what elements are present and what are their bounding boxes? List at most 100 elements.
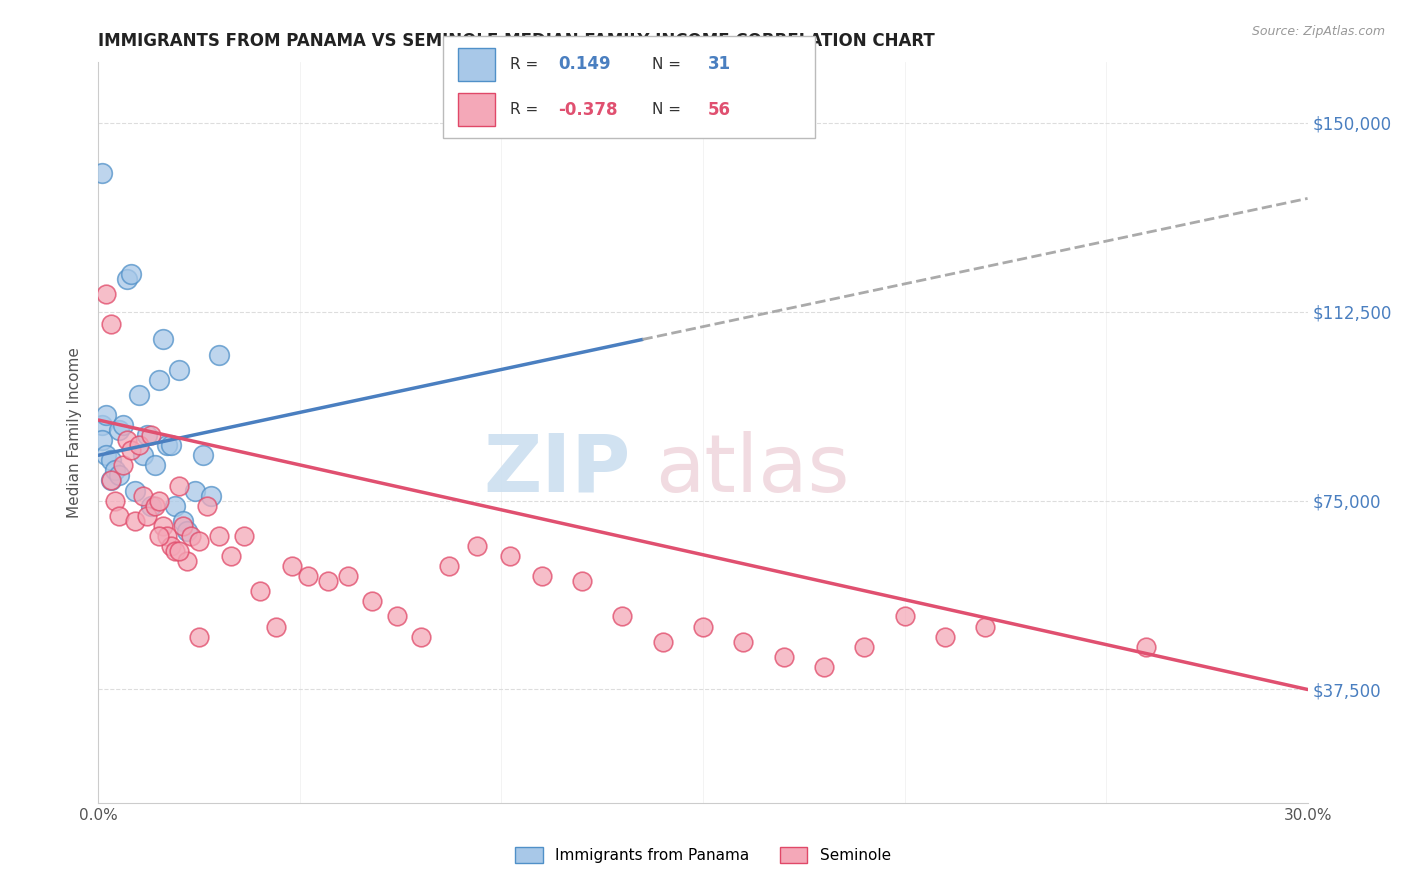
Point	[128, 388, 150, 402]
Point	[437, 559, 460, 574]
Point	[264, 619, 287, 633]
Point	[172, 518, 194, 533]
Point	[139, 499, 162, 513]
Point	[160, 539, 183, 553]
Point	[167, 362, 190, 376]
Point	[361, 594, 384, 608]
Text: 56: 56	[707, 101, 731, 119]
Point	[893, 609, 915, 624]
Point	[249, 584, 271, 599]
Point	[188, 630, 211, 644]
Text: 0.149: 0.149	[558, 55, 612, 73]
Point	[195, 499, 218, 513]
Point	[128, 438, 150, 452]
Point	[132, 448, 155, 462]
Point	[124, 483, 146, 498]
Point	[139, 428, 162, 442]
Point	[208, 529, 231, 543]
Text: R =: R =	[510, 57, 543, 72]
Point	[91, 433, 114, 447]
Point	[180, 529, 202, 543]
Point	[167, 544, 190, 558]
Point	[232, 529, 254, 543]
Point	[733, 634, 755, 648]
Point	[135, 508, 157, 523]
Point	[571, 574, 593, 589]
Point	[124, 514, 146, 528]
Point	[160, 438, 183, 452]
Point	[316, 574, 339, 589]
Point	[409, 630, 432, 644]
Legend: Immigrants from Panama, Seminole: Immigrants from Panama, Seminole	[509, 841, 897, 869]
Text: 31: 31	[707, 55, 731, 73]
Text: Source: ZipAtlas.com: Source: ZipAtlas.com	[1251, 25, 1385, 38]
Point	[184, 483, 207, 498]
Point	[132, 489, 155, 503]
Point	[148, 493, 170, 508]
Point	[465, 539, 488, 553]
Point	[612, 609, 634, 624]
Point	[148, 373, 170, 387]
Point	[103, 493, 125, 508]
Text: N =: N =	[651, 57, 685, 72]
Point	[208, 347, 231, 361]
Point	[385, 609, 408, 624]
Point	[692, 619, 714, 633]
Point	[1135, 640, 1157, 654]
Point	[103, 463, 125, 477]
Bar	[458, 48, 495, 81]
Point	[156, 438, 179, 452]
Y-axis label: Median Family Income: Median Family Income	[67, 347, 83, 518]
Point	[100, 318, 122, 332]
Point	[337, 569, 360, 583]
Point	[281, 559, 304, 574]
Point	[91, 418, 114, 433]
Point	[148, 529, 170, 543]
Point	[100, 474, 122, 488]
Point	[167, 478, 190, 492]
Point	[498, 549, 520, 563]
Point	[135, 428, 157, 442]
Point	[530, 569, 553, 583]
Point	[152, 333, 174, 347]
Point	[152, 518, 174, 533]
Text: R =: R =	[510, 102, 543, 117]
Point	[96, 287, 118, 301]
Point	[221, 549, 243, 563]
Bar	[458, 93, 495, 126]
Point	[156, 529, 179, 543]
Text: atlas: atlas	[655, 431, 849, 508]
Point	[120, 267, 142, 281]
Point	[176, 524, 198, 538]
Point	[193, 448, 215, 462]
Point	[91, 166, 114, 180]
Point	[974, 619, 997, 633]
Text: ZIP: ZIP	[484, 431, 630, 508]
Point	[163, 544, 186, 558]
Text: IMMIGRANTS FROM PANAMA VS SEMINOLE MEDIAN FAMILY INCOME CORRELATION CHART: IMMIGRANTS FROM PANAMA VS SEMINOLE MEDIA…	[98, 32, 935, 50]
Point	[163, 499, 186, 513]
Point	[107, 423, 129, 437]
Point	[115, 272, 138, 286]
Point	[143, 458, 166, 473]
Point	[96, 448, 118, 462]
Point	[143, 499, 166, 513]
FancyBboxPatch shape	[443, 36, 815, 138]
Point	[115, 433, 138, 447]
Point	[100, 453, 122, 467]
Point	[111, 458, 134, 473]
Point	[172, 514, 194, 528]
Point	[651, 634, 673, 648]
Point	[188, 533, 211, 548]
Point	[120, 443, 142, 458]
Point	[107, 468, 129, 483]
Point	[853, 640, 876, 654]
Point	[100, 474, 122, 488]
Point	[96, 408, 118, 422]
Point	[772, 649, 794, 664]
Point	[934, 630, 956, 644]
Point	[297, 569, 319, 583]
Point	[813, 660, 835, 674]
Text: -0.378: -0.378	[558, 101, 617, 119]
Point	[176, 554, 198, 568]
